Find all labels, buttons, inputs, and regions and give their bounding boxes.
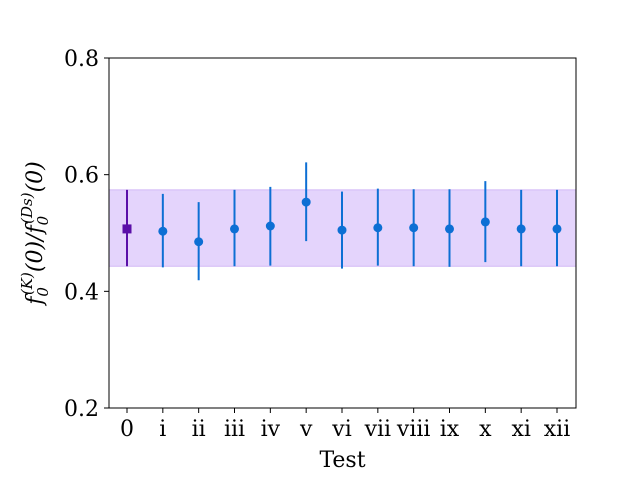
data-point-0 — [122, 224, 132, 234]
x-tick-label: ix — [440, 417, 460, 442]
x-tick-label: ii — [192, 417, 206, 442]
x-tick-label: vii — [364, 417, 392, 442]
data-point-iii — [230, 224, 239, 234]
svg-text:f0(K)(0)/f0(Ds)(0): f0(K)(0)/f0(Ds)(0) — [18, 161, 52, 307]
y-tick-label: 0.8 — [64, 47, 99, 72]
x-tick-label: viii — [396, 417, 431, 442]
data-point-viii — [409, 223, 419, 233]
data-point-ix — [445, 224, 454, 234]
x-tick-label: v — [299, 417, 313, 442]
y-tick-label: 0.2 — [64, 397, 99, 422]
x-axis-label: Test — [319, 448, 365, 473]
data-point-ii — [194, 237, 204, 247]
data-point-i — [158, 226, 168, 236]
y-axis-label: f0(K)(0)/f0(Ds)(0) — [18, 161, 52, 307]
data-point-vii — [373, 223, 383, 233]
x-axis-ticks: 0 i ii iii iv v vi vii viii ix x xi xii — [120, 408, 570, 442]
y-tick-label: 0.4 — [64, 280, 99, 305]
y-tick-label: 0.6 — [64, 164, 99, 189]
data-point-v — [301, 197, 311, 207]
x-tick-label: iv — [261, 417, 281, 442]
y-axis-ticks: 0.2 0.4 0.6 0.8 — [64, 47, 109, 422]
data-point-vi — [337, 225, 347, 235]
x-tick-label: x — [479, 417, 492, 442]
x-tick-label: xi — [511, 417, 530, 442]
data-point-iv — [265, 221, 275, 231]
data-point-layer — [122, 197, 562, 247]
x-tick-label: iii — [224, 417, 245, 442]
x-tick-label: xii — [544, 417, 570, 442]
x-tick-label: vi — [331, 417, 351, 442]
data-point-x — [480, 217, 490, 227]
x-tick-label: 0 — [120, 417, 134, 442]
x-tick-label: i — [159, 417, 166, 442]
data-point-xii — [552, 224, 562, 234]
data-point-xi — [516, 224, 526, 234]
